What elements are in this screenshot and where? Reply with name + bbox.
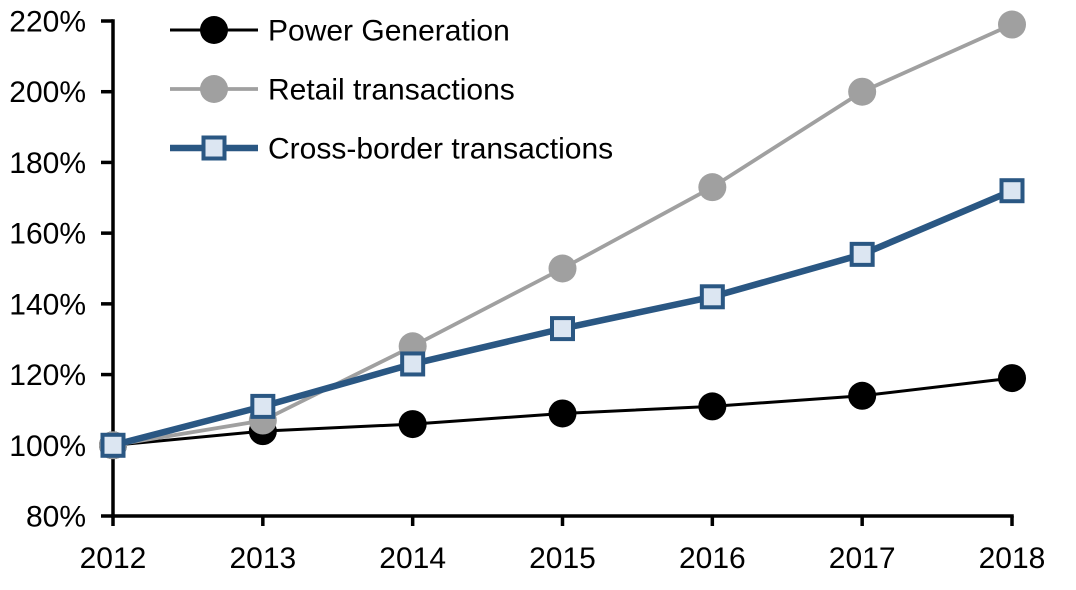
data-point-power-generation xyxy=(698,392,727,421)
data-point-cross-border-transactions xyxy=(699,284,725,310)
series-cross-border-transactions xyxy=(100,178,1025,458)
series-retail-transactions xyxy=(99,10,1026,460)
y-tick-label: 100% xyxy=(9,430,86,463)
x-tick-label: 2015 xyxy=(529,542,596,575)
legend-item-power-generation: Power Generation xyxy=(170,15,510,48)
legend-marker-cross-border-transactions xyxy=(201,135,227,161)
y-tick-label: 180% xyxy=(9,147,86,180)
data-point-power-generation xyxy=(998,364,1026,393)
data-point-cross-border-transactions xyxy=(849,241,875,267)
x-tick-label: 2013 xyxy=(229,542,296,575)
y-tick-label: 140% xyxy=(9,288,86,321)
x-tick-label: 2014 xyxy=(379,542,446,575)
legend-label: Cross-border transactions xyxy=(268,133,613,166)
legend: Power Generation Retail transactions Cross… xyxy=(170,15,613,166)
x-tick-label: 2012 xyxy=(80,542,147,575)
data-point-cross-border-transactions xyxy=(250,393,276,419)
data-point-cross-border-transactions xyxy=(550,316,575,342)
y-tick-label: 160% xyxy=(9,218,86,251)
y-tick-label: 80% xyxy=(26,501,86,534)
data-point-cross-border-transactions xyxy=(999,178,1025,204)
legend-marker-retail-transactions xyxy=(200,75,228,103)
data-point-power-generation xyxy=(398,410,427,439)
legend-item-cross-border-transactions: Cross-border transactions xyxy=(170,133,613,166)
legend-label: Power Generation xyxy=(268,15,510,48)
data-point-retail-transactions xyxy=(998,10,1026,39)
x-tick-label: 2018 xyxy=(979,542,1046,575)
data-point-cross-border-transactions xyxy=(100,432,126,458)
data-point-power-generation xyxy=(548,399,577,428)
y-tick-label: 200% xyxy=(9,76,86,109)
data-point-retail-transactions xyxy=(548,254,577,283)
data-point-power-generation xyxy=(848,381,877,410)
y-tick-label: 120% xyxy=(9,359,86,392)
legend-item-retail-transactions: Retail transactions xyxy=(170,74,515,107)
legend-label: Retail transactions xyxy=(268,74,515,107)
x-tick-label: 2016 xyxy=(679,542,746,575)
data-point-retail-transactions xyxy=(848,77,877,106)
x-tick-label: 2017 xyxy=(829,542,896,575)
y-tick-label: 220% xyxy=(9,6,86,39)
legend-marker-power-generation xyxy=(200,16,228,44)
data-point-retail-transactions xyxy=(698,173,727,202)
data-point-cross-border-transactions xyxy=(400,351,426,377)
